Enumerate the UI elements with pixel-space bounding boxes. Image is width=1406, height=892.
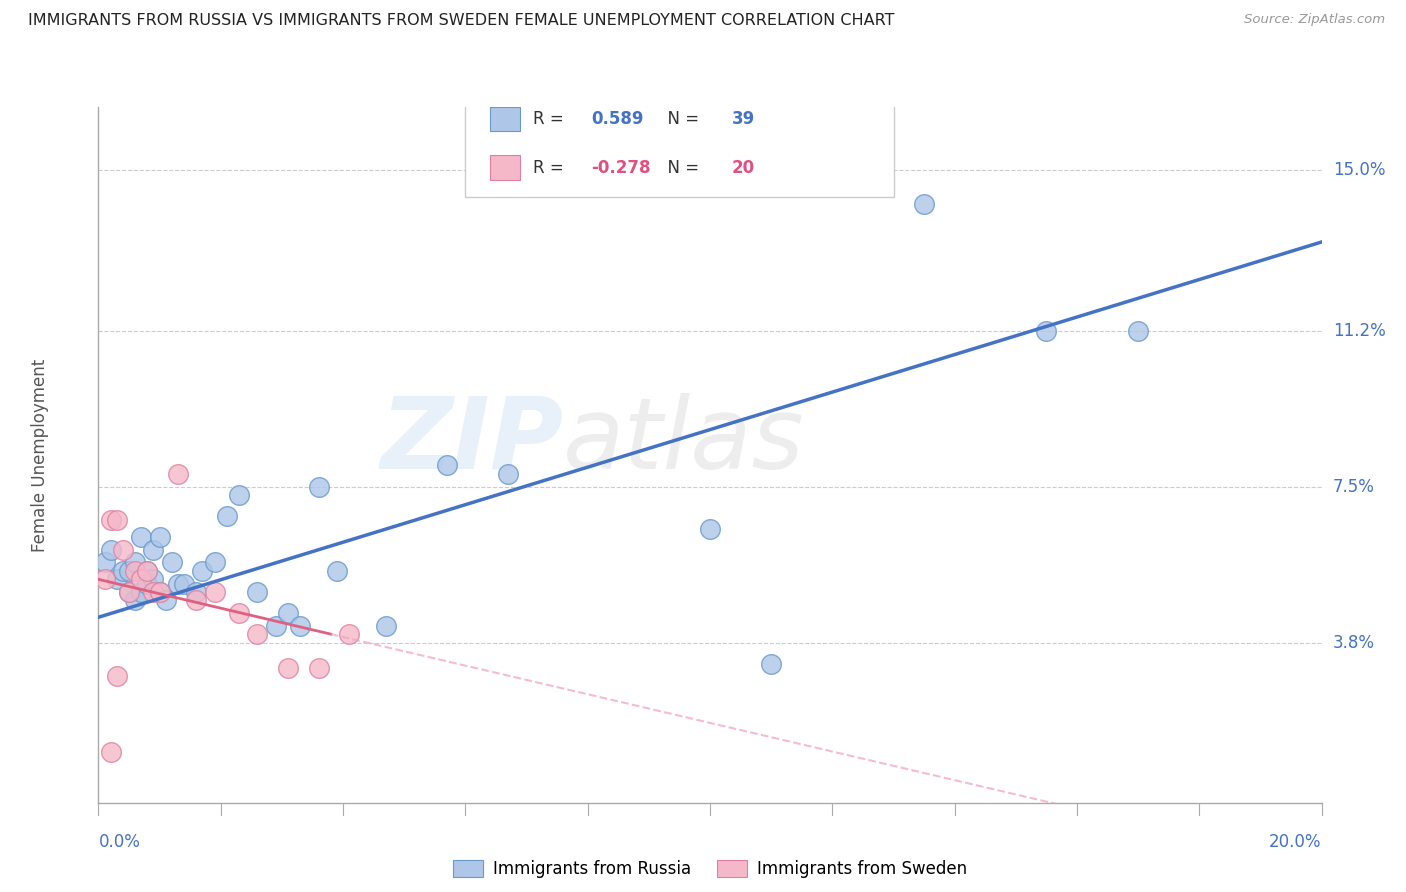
Point	[105, 572, 128, 586]
Point	[149, 530, 172, 544]
Point	[142, 572, 165, 586]
Point	[308, 661, 330, 675]
Point	[277, 606, 299, 620]
Point	[496, 467, 519, 481]
Point	[118, 585, 141, 599]
Point	[186, 593, 208, 607]
Point	[246, 627, 269, 641]
Point	[124, 593, 146, 607]
Text: 3.8%: 3.8%	[1333, 633, 1375, 651]
Text: 20: 20	[733, 159, 755, 177]
Point	[100, 745, 122, 759]
Point	[136, 576, 159, 591]
Point	[118, 564, 141, 578]
Point	[167, 467, 190, 481]
Text: 20.0%: 20.0%	[1270, 833, 1322, 851]
Text: atlas: atlas	[564, 392, 804, 490]
Point	[93, 572, 115, 586]
Point	[111, 564, 134, 578]
Point	[167, 576, 190, 591]
Text: 11.2%: 11.2%	[1333, 321, 1385, 340]
Point	[124, 556, 146, 570]
Text: IMMIGRANTS FROM RUSSIA VS IMMIGRANTS FROM SWEDEN FEMALE UNEMPLOYMENT CORRELATION: IMMIGRANTS FROM RUSSIA VS IMMIGRANTS FRO…	[28, 13, 894, 29]
Point	[149, 585, 172, 599]
Point	[204, 585, 226, 599]
Point	[111, 542, 134, 557]
Text: 7.5%: 7.5%	[1333, 477, 1375, 496]
Point	[173, 576, 195, 591]
Text: 0.0%: 0.0%	[98, 833, 141, 851]
Text: ZIP: ZIP	[380, 392, 564, 490]
Point	[149, 585, 172, 599]
Point	[1035, 324, 1057, 338]
Point	[142, 585, 165, 599]
Text: N =: N =	[658, 110, 704, 128]
Legend: Immigrants from Russia, Immigrants from Sweden: Immigrants from Russia, Immigrants from …	[447, 854, 973, 885]
Bar	[489, 107, 520, 131]
Text: R =: R =	[533, 110, 568, 128]
Point	[118, 585, 141, 599]
Point	[129, 530, 152, 544]
Point	[100, 542, 122, 557]
Point	[277, 661, 299, 675]
Point	[246, 585, 269, 599]
Point	[105, 513, 128, 527]
Text: R =: R =	[533, 159, 568, 177]
Point	[204, 556, 226, 570]
Point	[142, 542, 165, 557]
Point	[93, 556, 115, 570]
Point	[136, 564, 159, 578]
Point	[191, 564, 214, 578]
Point	[100, 513, 122, 527]
Point	[228, 488, 250, 502]
Text: 15.0%: 15.0%	[1333, 161, 1385, 179]
Text: Female Unemployment: Female Unemployment	[31, 359, 49, 551]
Point	[308, 479, 330, 493]
Point	[912, 197, 935, 211]
Bar	[489, 155, 520, 180]
Text: 39: 39	[733, 110, 755, 128]
Text: 0.589: 0.589	[592, 110, 644, 128]
Text: N =: N =	[658, 159, 704, 177]
Point	[215, 509, 238, 524]
Point	[228, 606, 250, 620]
Point	[129, 585, 152, 599]
Point	[326, 564, 349, 578]
Point	[759, 657, 782, 671]
Point	[105, 669, 128, 683]
Point	[337, 627, 360, 641]
Point	[1128, 324, 1150, 338]
Point	[186, 585, 208, 599]
Point	[136, 564, 159, 578]
Point	[129, 572, 152, 586]
Point	[699, 522, 721, 536]
Point	[290, 618, 312, 632]
Text: Source: ZipAtlas.com: Source: ZipAtlas.com	[1244, 13, 1385, 27]
Point	[155, 593, 177, 607]
Point	[264, 618, 287, 632]
Text: -0.278: -0.278	[592, 159, 651, 177]
Point	[160, 556, 183, 570]
Point	[124, 564, 146, 578]
Point	[436, 458, 458, 473]
Point	[374, 618, 396, 632]
FancyBboxPatch shape	[465, 87, 894, 197]
